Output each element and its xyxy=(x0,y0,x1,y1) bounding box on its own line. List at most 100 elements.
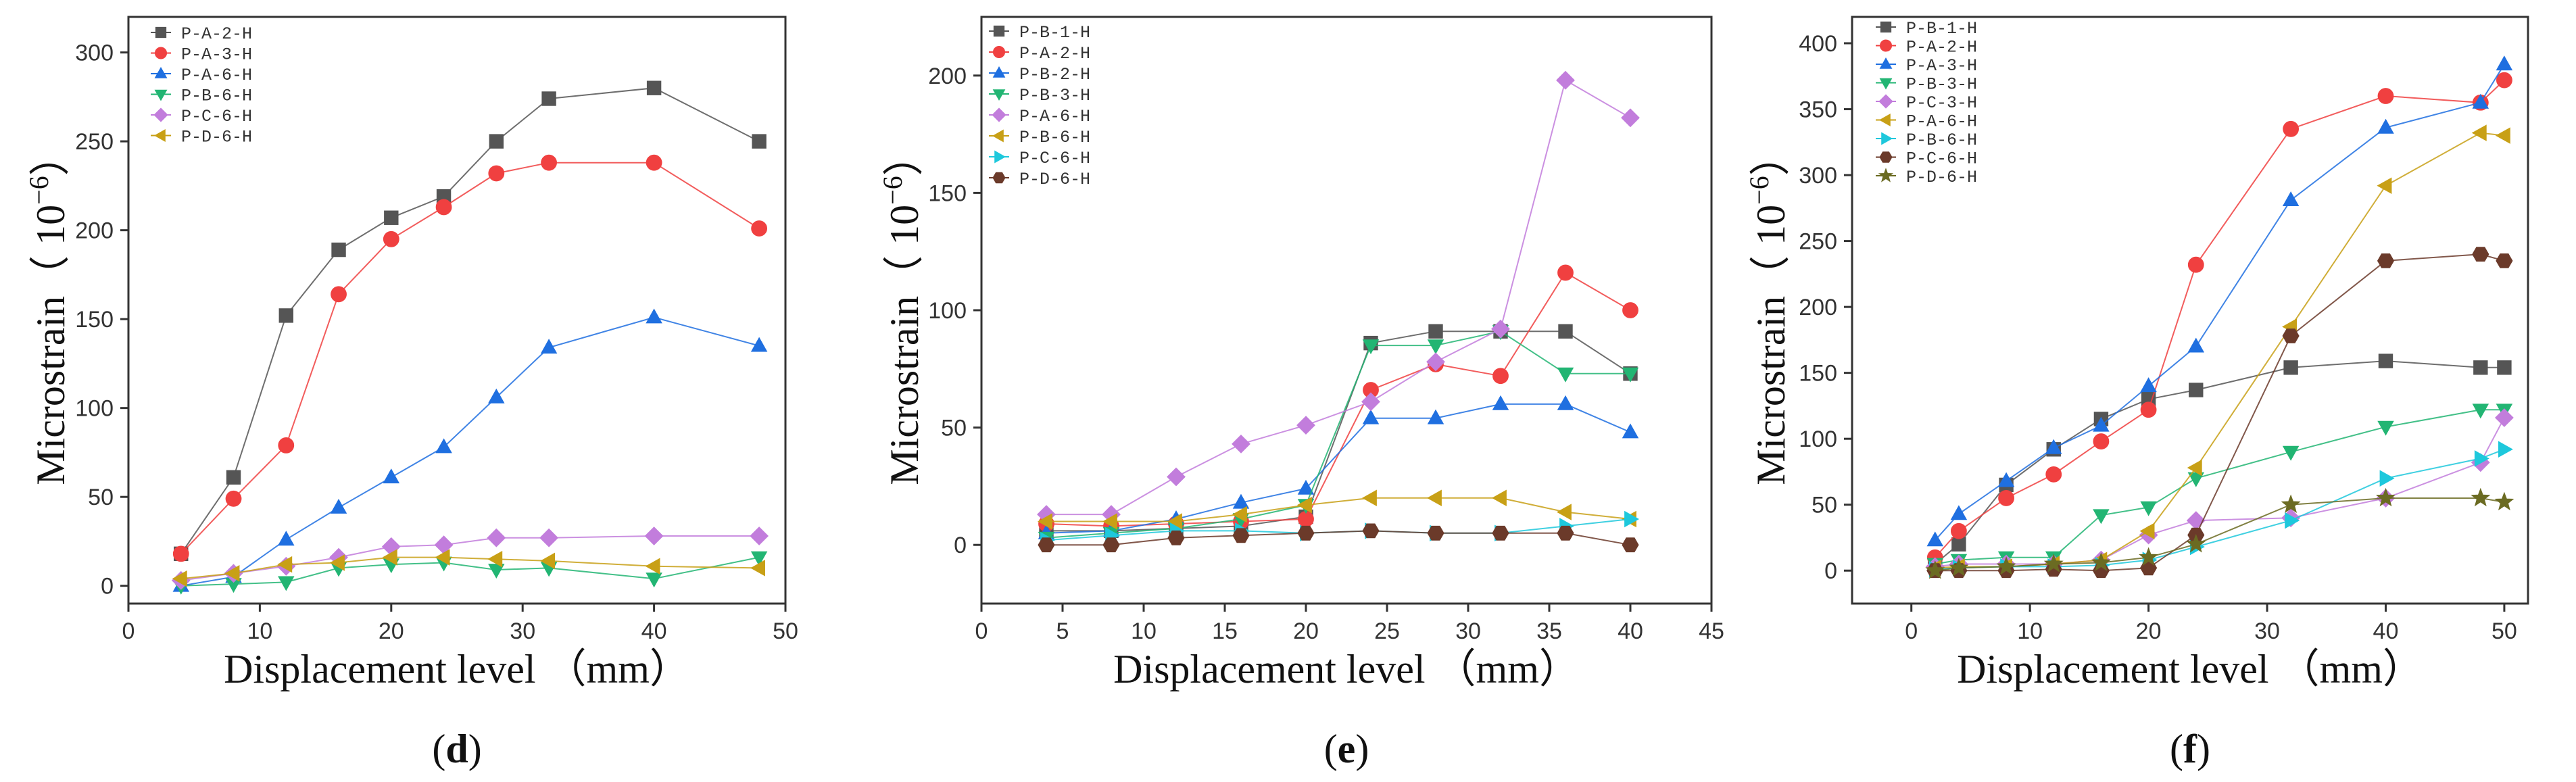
data-point xyxy=(2471,124,2487,141)
legend-marker xyxy=(992,45,1006,59)
series-p-a-6-h xyxy=(1037,70,1640,524)
legend-marker xyxy=(154,66,168,78)
data-point xyxy=(2043,554,2064,572)
legend-label: P-A-3-H xyxy=(181,45,252,65)
legend-label: P-B-2-H xyxy=(1019,65,1090,84)
legend-marker xyxy=(153,107,168,122)
legend-item: P-A-2-H xyxy=(151,24,252,44)
data-point xyxy=(2377,420,2394,436)
data-point xyxy=(1492,525,1509,541)
data-point xyxy=(2472,404,2489,419)
data-point xyxy=(1102,513,1117,530)
data-point xyxy=(1492,368,1509,385)
legend-marker xyxy=(1879,39,1893,52)
data-point xyxy=(487,528,506,547)
y-axis-title-main: Microstrain（ 10 xyxy=(1749,205,1793,485)
legend-marker xyxy=(1879,57,1893,69)
data-point xyxy=(2282,191,2300,206)
data-point xyxy=(1951,537,1966,552)
data-point xyxy=(331,286,347,303)
data-point xyxy=(2472,247,2489,262)
panel-letter: d xyxy=(445,727,468,771)
x-tick-label: 25 xyxy=(1374,618,1400,644)
y-tick-label: 100 xyxy=(75,396,114,422)
y-tick-label: 150 xyxy=(1799,361,1837,387)
data-point xyxy=(1996,556,2016,575)
legend-marker xyxy=(154,47,168,59)
legend-label: P-D-6-H xyxy=(181,128,252,147)
data-point xyxy=(1361,489,1377,507)
data-point xyxy=(1232,506,1247,523)
legend-marker xyxy=(992,172,1006,184)
data-point xyxy=(2496,72,2512,89)
x-tick-label: 20 xyxy=(1293,618,1319,644)
legend-item: P-D-6-H xyxy=(1876,168,1977,187)
data-point xyxy=(1491,489,1507,507)
data-point xyxy=(2093,433,2110,449)
legend-label: P-C-6-H xyxy=(1019,149,1090,168)
data-point xyxy=(2497,360,2512,375)
data-point xyxy=(2187,256,2204,273)
data-point xyxy=(2471,487,2491,507)
data-point xyxy=(278,437,295,454)
x-tick-label: 10 xyxy=(247,618,272,644)
data-point xyxy=(1362,523,1380,539)
legend-marker xyxy=(1878,114,1891,126)
x-tick-label: 50 xyxy=(773,618,798,644)
data-point xyxy=(540,339,558,354)
series-line xyxy=(180,87,760,554)
legend-label: P-B-1-H xyxy=(1906,19,1977,39)
x-tick-label: 0 xyxy=(122,618,135,644)
data-point xyxy=(750,337,768,352)
data-point xyxy=(2186,533,2206,553)
legend-item: P-B-6-H xyxy=(1876,130,1977,150)
legend-label: P-B-3-H xyxy=(1906,75,1977,95)
legend-label: P-D-6-H xyxy=(1906,168,1977,187)
y-tick-label: 100 xyxy=(1799,426,1837,452)
panel-label: (f) xyxy=(2170,727,2210,771)
legend-label: P-D-6-H xyxy=(1019,170,1090,189)
data-point xyxy=(2498,441,2513,458)
data-point xyxy=(541,154,557,171)
legend-item: P-B-3-H xyxy=(989,86,1090,105)
series-p-a-3-h xyxy=(172,154,768,562)
data-point xyxy=(1950,522,1967,539)
legend-marker xyxy=(993,25,1005,37)
data-point xyxy=(2495,127,2510,144)
data-point xyxy=(750,527,769,545)
data-point xyxy=(1621,108,1640,128)
y-axis-title-close: ） xyxy=(28,135,73,176)
data-point xyxy=(2140,377,2157,393)
data-point xyxy=(225,490,242,507)
y-tick-label: 400 xyxy=(1799,31,1837,57)
data-point xyxy=(488,564,505,579)
data-point xyxy=(540,552,555,570)
data-point xyxy=(1167,530,1185,545)
series-p-d-6-h xyxy=(1925,487,2514,579)
legend-marker xyxy=(154,89,168,101)
data-point xyxy=(2377,118,2394,134)
legend-item: P-A-6-H xyxy=(151,66,252,85)
legend-item: P-B-1-H xyxy=(1876,19,1977,39)
data-point xyxy=(489,134,504,149)
x-tick-label: 10 xyxy=(2017,618,2043,644)
panel-label: (e) xyxy=(1324,727,1369,771)
data-point xyxy=(2189,383,2204,397)
data-point xyxy=(2093,509,2110,524)
series-p-c-6-h xyxy=(1926,247,2513,579)
data-point xyxy=(2281,494,2301,514)
data-point xyxy=(541,91,556,106)
chart-panel-f: 0 10 20 30 40 50 0 50 100 150 200 250 300 350 400 P-B… xyxy=(1744,16,2529,771)
series-line xyxy=(1046,403,1631,534)
y-tick-label: 0 xyxy=(1824,558,1837,584)
data-point xyxy=(1556,504,1572,520)
data-point xyxy=(646,572,662,588)
data-point xyxy=(2139,522,2155,539)
data-point xyxy=(226,470,241,485)
data-point xyxy=(2093,416,2110,432)
data-point xyxy=(1428,324,1443,339)
y-tick-label: 350 xyxy=(1799,97,1837,123)
data-point xyxy=(646,80,662,95)
data-point xyxy=(2473,360,2488,375)
